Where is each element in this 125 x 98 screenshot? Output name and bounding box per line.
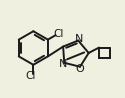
Text: N: N xyxy=(59,59,68,69)
Text: Cl: Cl xyxy=(25,71,35,81)
Text: N: N xyxy=(75,34,83,44)
Text: Cl: Cl xyxy=(53,29,64,39)
Text: O: O xyxy=(76,64,84,74)
